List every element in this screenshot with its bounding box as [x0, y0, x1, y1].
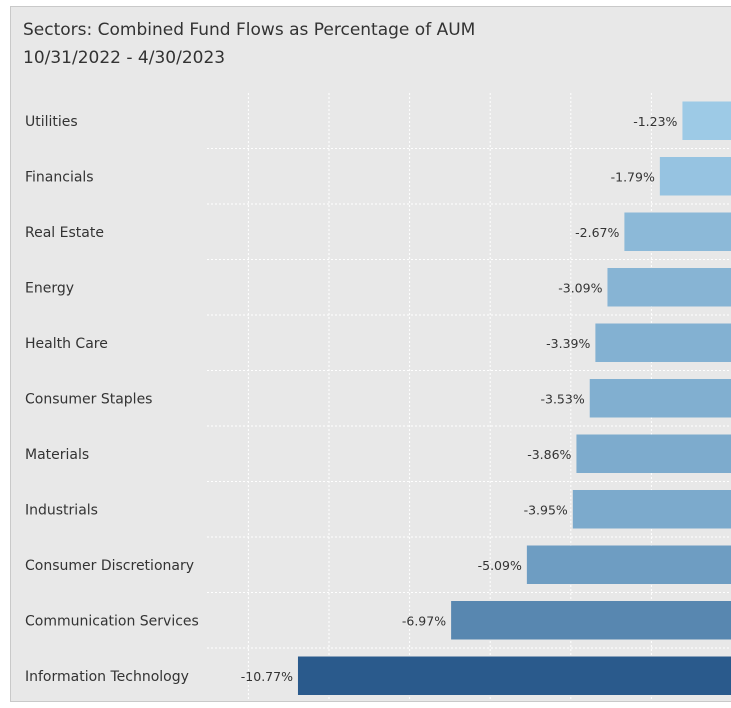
chart-subtitle: 10/31/2022 - 4/30/2023: [23, 48, 226, 68]
category-label: Energy: [25, 280, 74, 296]
bar: [572, 490, 731, 529]
bar: [607, 268, 731, 307]
category-label: Industrials: [25, 502, 98, 518]
category-label: Information Technology: [25, 669, 189, 685]
category-label: Utilities: [25, 114, 78, 130]
bar: [451, 601, 731, 640]
category-label: Consumer Staples: [25, 391, 152, 407]
data-label: -3.39%: [546, 336, 590, 351]
data-label: -6.97%: [402, 613, 446, 628]
data-label: -3.53%: [541, 391, 585, 406]
bar-chart: Utilities -1.23% Financials -1.79% Real Esta…: [25, 93, 731, 701]
data-label: -3.86%: [527, 447, 571, 462]
chart-title: Sectors: Combined Fund Flows as Percenta…: [23, 20, 476, 40]
category-label: Communication Services: [25, 613, 199, 629]
bar: [589, 379, 731, 418]
data-label: -1.79%: [611, 169, 655, 184]
data-label: -3.09%: [558, 280, 602, 295]
chart-panel: Sectors: Combined Fund Flows as Percenta…: [10, 6, 731, 702]
category-label: Materials: [25, 447, 89, 463]
category-label: Health Care: [25, 336, 108, 352]
data-label: -3.95%: [524, 502, 568, 517]
bar: [576, 434, 731, 473]
bar: [659, 157, 731, 196]
category-label: Financials: [25, 169, 94, 185]
data-label: -10.77%: [241, 669, 293, 684]
data-label: -5.09%: [478, 558, 522, 573]
category-label: Consumer Discretionary: [25, 558, 194, 574]
data-label: -2.67%: [575, 225, 619, 240]
data-label: -1.23%: [633, 114, 677, 129]
bar: [682, 101, 731, 140]
category-label: Real Estate: [25, 225, 104, 241]
bar: [297, 656, 731, 695]
bar: [624, 212, 731, 251]
bar: [526, 545, 731, 584]
bar: [595, 323, 731, 362]
